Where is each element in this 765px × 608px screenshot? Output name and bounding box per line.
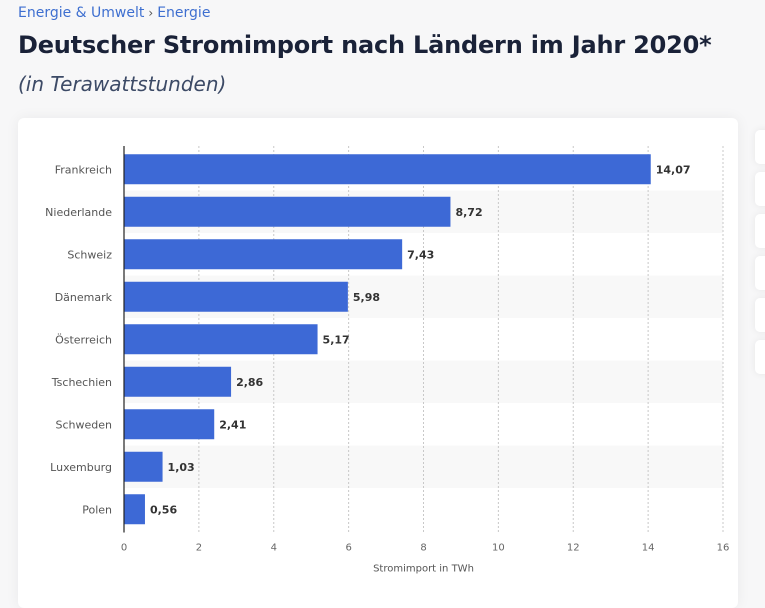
category-label: Österreich <box>55 333 112 346</box>
category-label: Polen <box>82 503 112 516</box>
breadcrumb-separator: › <box>148 6 154 20</box>
side-button[interactable] <box>755 214 765 248</box>
value-label: 5,98 <box>353 291 380 304</box>
x-tick-label: 4 <box>271 543 277 554</box>
bar <box>124 366 232 397</box>
category-label: Schweden <box>56 418 113 431</box>
value-label: 0,56 <box>150 503 177 516</box>
x-tick-label: 6 <box>345 543 351 554</box>
category-label: Tschechien <box>51 376 112 389</box>
bar-chart: Frankreich 14,07 Niederlande 8,72 Schweiz 7,4… <box>45 146 730 575</box>
x-axis-title: Stromimport in TWh <box>373 564 474 575</box>
value-label: 1,03 <box>168 461 195 474</box>
bar <box>124 451 163 482</box>
value-label: 14,07 <box>656 163 691 176</box>
breadcrumb-link-energie[interactable]: Energie <box>157 5 211 21</box>
side-button[interactable] <box>755 340 765 374</box>
bar <box>124 409 215 440</box>
x-tick-label: 10 <box>492 543 505 554</box>
bar <box>124 239 403 270</box>
side-button[interactable] <box>755 130 765 164</box>
x-tick-label: 16 <box>717 543 730 554</box>
value-label: 7,43 <box>407 248 434 261</box>
value-label: 5,17 <box>323 333 350 346</box>
breadcrumb-link-energie-umwelt[interactable]: Energie & Umwelt <box>18 5 145 21</box>
category-label: Niederlande <box>45 206 112 219</box>
x-tick-label: 2 <box>196 543 202 554</box>
category-label: Frankreich <box>55 163 112 176</box>
breadcrumb: Energie & Umwelt › Energie <box>18 5 210 21</box>
side-button[interactable] <box>755 256 765 290</box>
side-toolbar <box>755 130 765 382</box>
value-label: 2,86 <box>236 376 263 389</box>
x-tick-label: 8 <box>420 543 426 554</box>
chart-card: Frankreich 14,07 Niederlande 8,72 Schweiz 7,4… <box>18 118 738 608</box>
page-subtitle: (in Terawattstunden) <box>18 72 227 96</box>
value-label: 8,72 <box>455 206 482 219</box>
category-label: Schweiz <box>67 248 112 261</box>
category-label: Luxemburg <box>50 461 112 474</box>
value-label: 2,41 <box>219 418 246 431</box>
x-tick-label: 12 <box>567 543 580 554</box>
bar <box>124 281 348 312</box>
category-label: Dänemark <box>55 291 113 304</box>
side-button[interactable] <box>755 172 765 206</box>
x-tick-label: 14 <box>642 543 655 554</box>
bar <box>124 196 451 227</box>
side-button[interactable] <box>755 298 765 332</box>
bar <box>124 494 145 525</box>
bar <box>124 324 318 355</box>
x-tick-label: 0 <box>121 543 127 554</box>
bar <box>124 154 651 185</box>
page-title: Deutscher Stromimport nach Ländern im Ja… <box>18 31 712 59</box>
